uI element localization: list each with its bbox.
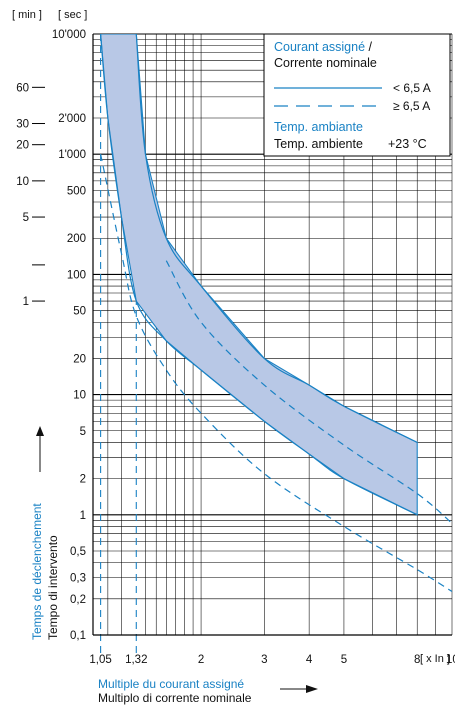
x-tick-label: 1,32: [125, 654, 147, 666]
dashed-upper-curve: [165, 260, 452, 524]
y-tick-sec: 0,2: [70, 594, 86, 606]
legend-box: [263, 33, 451, 157]
y-tick-sec: 20: [73, 353, 86, 365]
y-tick-sec: 200: [67, 233, 86, 245]
x-tick-label: 4: [306, 654, 313, 666]
x-axis-label-it: Multiplo di corrente nominale: [98, 691, 252, 705]
legend-solid-label: < 6,5 A: [393, 81, 431, 95]
legend-title-fr-text: Courant assigné: [274, 40, 365, 54]
y-axis-arrowhead-icon: [36, 426, 44, 436]
y-axis-label-it: Tempo di intervento: [46, 535, 60, 640]
dashed-lower-curve: [100, 154, 452, 593]
curve-lines: [100, 34, 452, 593]
x-tick-label: 3: [261, 654, 267, 666]
legend: Courant assigné / Corrente nominale < 6,…: [263, 33, 451, 157]
y-tick-labels: 0,1 0,2 0,3 0,5 1 2 5 10 20 50 100 200 500 1'000 2'000…: [16, 29, 86, 642]
sec-unit-label: [ sec ]: [58, 9, 87, 21]
legend-title-fr: Courant assigné /: [274, 40, 373, 54]
y-tick-sec: 10'000: [52, 29, 86, 41]
y-tick-min: 60: [16, 82, 29, 94]
y-tick-min: 5: [23, 212, 29, 224]
y-tick-sec: 100: [67, 269, 86, 281]
x-tick-label: 1,05: [89, 654, 111, 666]
legend-dashed-label: ≥ 6,5 A: [393, 99, 430, 113]
y-tick-sec: 0,3: [70, 573, 86, 585]
legend-title-slash: /: [365, 40, 372, 54]
chart-axes: [92, 34, 452, 636]
y-tick-min: 10: [16, 176, 29, 188]
y-tick-sec: 500: [67, 185, 86, 197]
y-tick-sec: 1'000: [58, 149, 86, 161]
y-tick-min: 1: [23, 296, 29, 308]
y-tick-sec: 0,1: [70, 630, 86, 642]
y-tick-sec: 10: [73, 390, 86, 402]
min-unit-label: [ min ]: [12, 9, 42, 21]
y-tick-min: 20: [16, 140, 29, 152]
y-tick-sec: 2: [80, 474, 86, 486]
x-tick-label: 2: [198, 654, 204, 666]
legend-temp-value: +23 °C: [388, 137, 427, 151]
y-tick-sec: 50: [73, 306, 86, 318]
solid-lower-curve: [100, 34, 418, 516]
y-tick-sec: 5: [80, 426, 86, 438]
legend-temp-fr: Temp. ambiante: [274, 120, 363, 134]
y-tick-sec: 2'000: [58, 113, 86, 125]
y-tick-sec: 0,5: [70, 546, 86, 558]
x-axis-arrowhead-icon: [306, 685, 318, 693]
legend-title-it: Corrente nominale: [274, 56, 377, 70]
x-tick-label: 5: [341, 654, 347, 666]
legend-temp-it: Temp. ambiente: [274, 137, 363, 151]
x-tick-label: 10: [446, 654, 455, 666]
y-tick-sec: 1: [80, 510, 86, 522]
x-axis-label-fr: Multiple du courant assigné: [98, 677, 244, 691]
x-tick-label: 8: [414, 654, 420, 666]
y-axis-label-fr: Temps de déclenchement: [30, 503, 44, 640]
x-axis-unit: [ x In ]: [420, 653, 450, 665]
solid-upper-curve: [135, 34, 418, 443]
x-tick-labels: 1,05 1,32 2 3 4 5 8 10: [89, 654, 455, 666]
y-tick-min: 30: [16, 119, 29, 131]
